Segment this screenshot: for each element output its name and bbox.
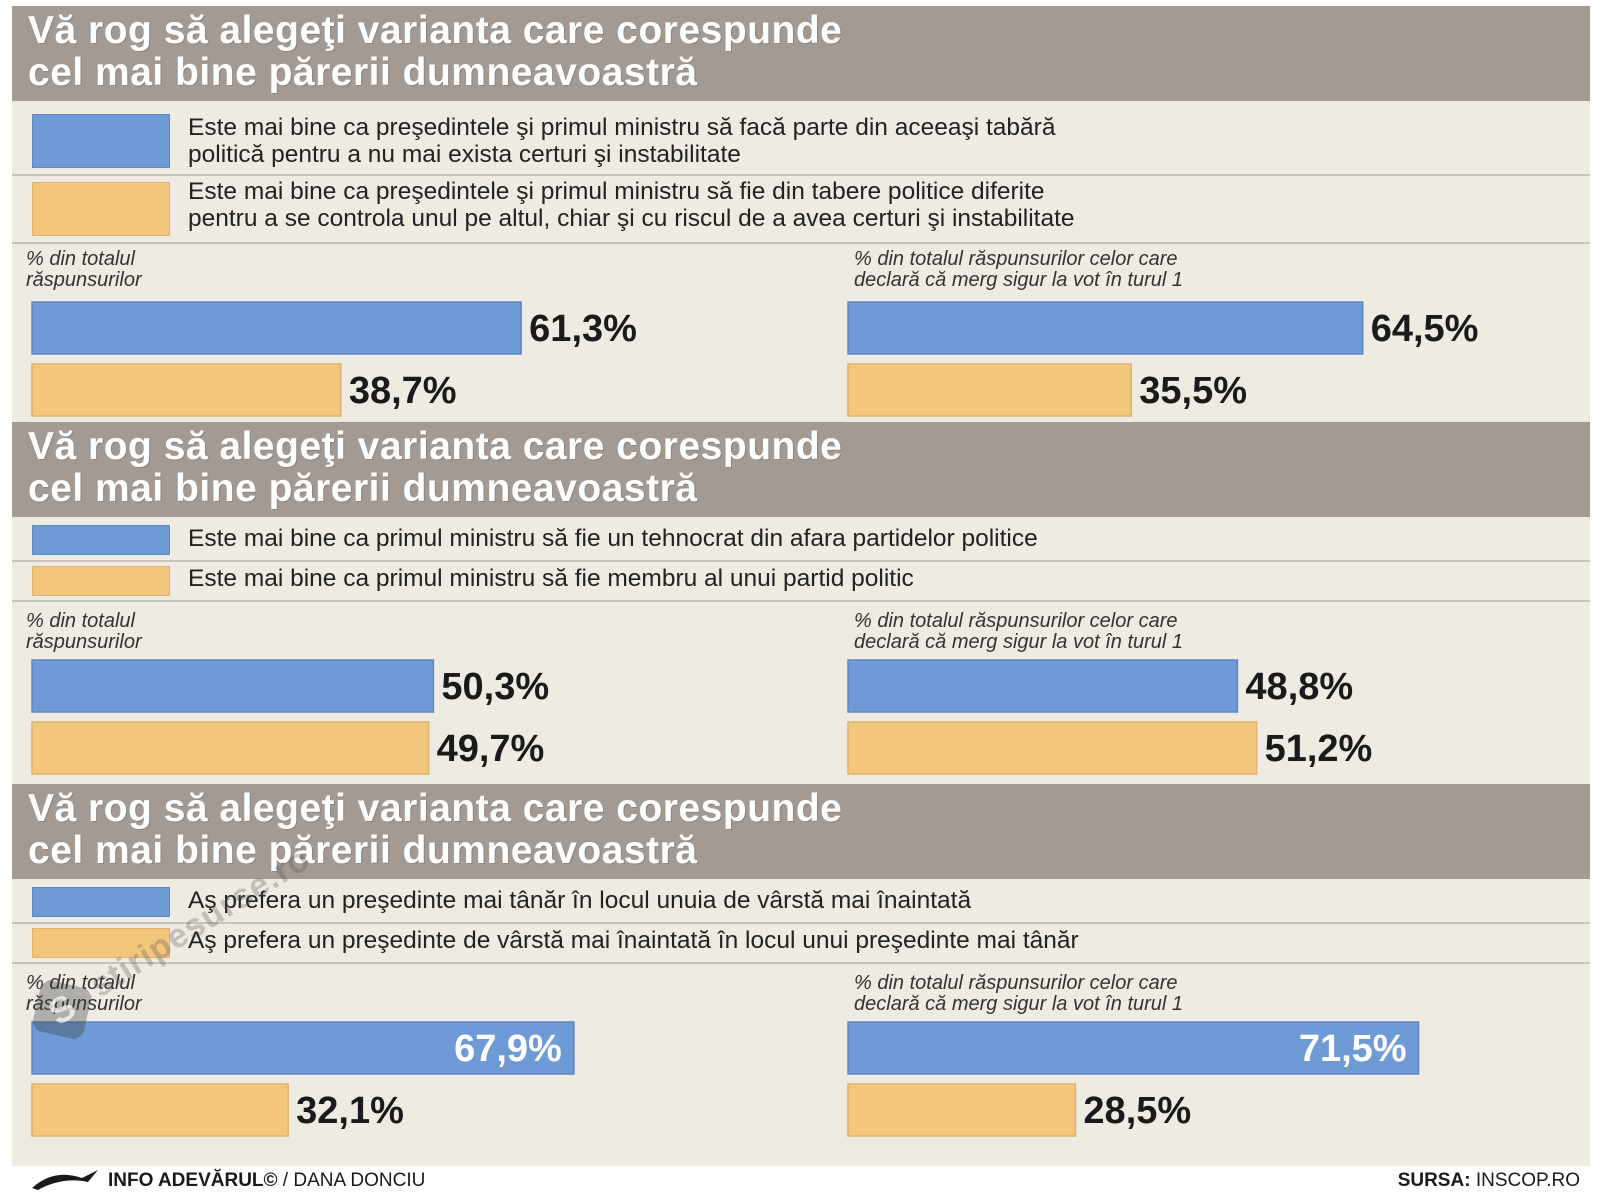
bar-blue <box>31 1021 575 1075</box>
legend-item: Este mai bine ca preşedintele şi primul … <box>12 106 1590 176</box>
watermark: S stiripesurse.ro <box>8 762 428 1086</box>
bar-value-label: 64,5% <box>1371 308 1479 350</box>
legend-item: Aş prefera un preşedinte de vârstă mai î… <box>12 924 1590 964</box>
bar-blue <box>31 659 435 713</box>
legend-swatch-blue <box>32 525 170 555</box>
bar-blue <box>847 1021 1420 1075</box>
bar-value-label: 35,5% <box>1139 370 1247 412</box>
bar-value-label: 50,3% <box>441 666 549 708</box>
footer-source: SURSA: INSCOP.RO <box>1398 1170 1580 1192</box>
bar-orange <box>847 721 1258 775</box>
section-header: Vă rog să alegeţi varianta care corespun… <box>12 422 1590 517</box>
section-header: Vă rog să alegeţi varianta care corespun… <box>12 6 1590 101</box>
infographic: Vă rog să alegeţi varianta care corespun… <box>12 6 1590 1166</box>
bar-chart-section-3: 67,9% 32,1% 71,5% 28,5% <box>31 1021 1420 1137</box>
legend-item: Este mai bine ca primul ministru să fie … <box>12 522 1590 562</box>
credit-text: INFO ADEVĂRUL© <box>108 1170 278 1191</box>
bar-orange <box>847 1083 1077 1137</box>
bar-orange <box>31 721 430 775</box>
bar-value-label: 48,8% <box>1245 666 1353 708</box>
legend-text: Aş prefera un preşedinte de vârstă mai î… <box>188 927 1079 954</box>
divider <box>12 242 1590 244</box>
legend-swatch-orange <box>32 928 170 958</box>
bar-blue <box>847 301 1364 355</box>
panel-label: % din totalul răspunsurilor celor care d… <box>854 610 1184 653</box>
bar-value-label: 51,2% <box>1265 728 1373 770</box>
bar-blue <box>847 659 1239 713</box>
bar-value-label: 61,3% <box>529 308 637 350</box>
legend-text: Aş prefera un preşedinte mai tânăr în lo… <box>188 887 972 914</box>
section-title: Vă rog să alegeţi varianta care corespun… <box>28 787 843 872</box>
bar-value-label: 49,7% <box>437 728 545 770</box>
panel-label: % din totalul răspunsurilor celor care d… <box>854 972 1184 1015</box>
section-title: Vă rog să alegeţi varianta care corespun… <box>28 425 843 510</box>
bird-logo-icon <box>32 1170 98 1190</box>
legend-item: Este mai bine ca primul ministru să fie … <box>12 562 1590 602</box>
section-header: Vă rog să alegeţi varianta care corespun… <box>12 784 1590 879</box>
legend-text: Este mai bine ca preşedintele şi primul … <box>188 114 1056 168</box>
bar-value-label: 38,7% <box>349 370 457 412</box>
legend-swatch-orange <box>32 182 170 236</box>
footer-credit: INFO ADEVĂRUL© / DANA DONCIU <box>108 1170 425 1192</box>
legend-item: Este mai bine ca preşedintele şi primul … <box>12 176 1590 242</box>
panel-label: % din totalul răspunsurilor <box>26 248 142 291</box>
panel-label: % din totalul răspunsurilor <box>26 610 142 653</box>
legend-item: Aş prefera un preşedinte mai tânăr în lo… <box>12 884 1590 924</box>
legend-swatch-blue <box>32 887 170 917</box>
author-text: / DANA DONCIU <box>282 1170 426 1191</box>
bar-orange <box>31 363 342 417</box>
legend-swatch-orange <box>32 566 170 596</box>
bar-value-label: 32,1% <box>296 1090 404 1132</box>
bar-chart-section-1: 61,3% 38,7% 64,5% 35,5% <box>31 301 1479 417</box>
source-value: INSCOP.RO <box>1475 1170 1580 1191</box>
bar-orange <box>847 363 1133 417</box>
bar-blue <box>31 301 522 355</box>
bar-value-label: 28,5% <box>1083 1090 1191 1132</box>
bar-orange <box>31 1083 289 1137</box>
legend-swatch-blue <box>32 114 170 168</box>
legend-text: Este mai bine ca primul ministru să fie … <box>188 525 1038 552</box>
section-title: Vă rog să alegeţi varianta care corespun… <box>28 9 843 94</box>
bar-value-label: 67,9% <box>454 1028 562 1070</box>
footer: INFO ADEVĂRUL© / DANA DONCIU SURSA: INSC… <box>12 1166 1590 1196</box>
bar-value-label: 71,5% <box>1299 1028 1407 1070</box>
source-label: SURSA: <box>1397 1170 1471 1191</box>
panel-label: % din totalul răspunsurilor <box>26 972 142 1015</box>
legend-text: Este mai bine ca primul ministru să fie … <box>188 565 914 592</box>
s-logo-icon: S <box>32 979 93 1040</box>
bar-chart-section-2: 50,3% 49,7% 48,8% 51,2% <box>31 659 1373 775</box>
panel-label: % din totalul răspunsurilor celor care d… <box>854 248 1184 291</box>
legend-text: Este mai bine ca preşedintele şi primul … <box>188 178 1075 232</box>
